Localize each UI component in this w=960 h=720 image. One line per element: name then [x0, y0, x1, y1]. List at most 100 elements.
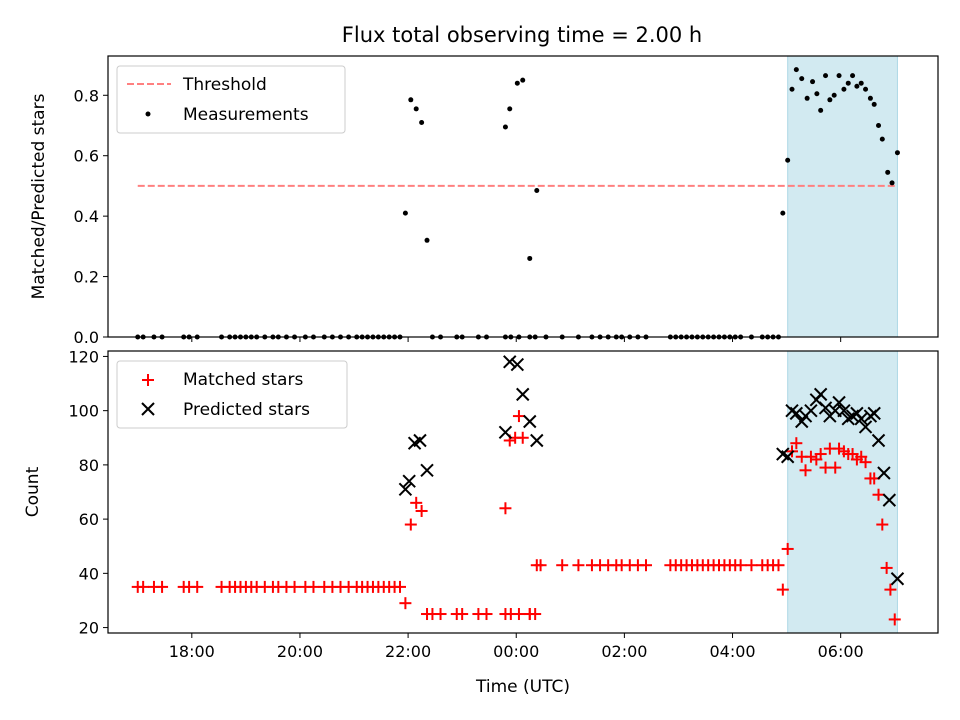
count-legend-box	[116, 360, 348, 429]
predicted-star-point	[420, 463, 434, 478]
matched-star-point	[288, 580, 301, 593]
matched-star-point	[888, 613, 901, 626]
legend-measurement-swatch	[145, 111, 151, 117]
x-tick-label: 18:00	[169, 642, 215, 661]
x-tick-label: 22:00	[385, 642, 431, 661]
y-tick-label: 120	[68, 347, 99, 366]
measurement-point	[424, 237, 430, 243]
matched-star-point	[137, 580, 150, 593]
measurement-point	[804, 95, 810, 101]
matched-star-point	[523, 608, 536, 621]
observing-window-span	[787, 350, 898, 634]
measurement-point	[850, 73, 856, 79]
matched-star-point	[790, 437, 803, 450]
measurement-point	[419, 119, 425, 125]
predicted-star-point	[854, 412, 868, 426]
matched-star-point	[745, 559, 758, 572]
measurement-point	[858, 80, 864, 86]
count-legend: Matched stars Predicted stars	[116, 360, 348, 429]
legend-predicted-label: Predicted stars	[183, 400, 310, 420]
matched-star-point	[556, 559, 569, 572]
measurement-point	[845, 80, 851, 86]
legend-measurements-label: Measurements	[183, 105, 309, 125]
predicted-star-point	[530, 433, 544, 448]
matched-star-point	[799, 464, 812, 477]
x-tick-label: 04:00	[709, 642, 755, 661]
matched-star-point	[781, 542, 794, 555]
measurement-point	[885, 169, 891, 175]
y-tick-label: 0.4	[74, 207, 99, 226]
measurement-point	[514, 80, 520, 86]
predicted-star-point	[837, 403, 851, 418]
measurement-point	[789, 86, 795, 92]
matched-star-point	[404, 518, 417, 531]
time-x-ticks: 18:00 20:00 22:00 00:00 02:00 04:00 06:00	[169, 633, 864, 661]
measurement-point	[867, 95, 873, 101]
x-tick-label: 00:00	[493, 642, 539, 661]
legend-matched-swatch	[142, 374, 154, 386]
figure-title: Flux total observing time = 2.00 h	[342, 23, 702, 47]
matched-star-point	[829, 461, 842, 474]
matched-star-point	[884, 583, 897, 596]
matched-star-point	[804, 450, 817, 463]
measurement-point	[507, 106, 513, 112]
y-tick-label: 0.0	[74, 328, 99, 347]
predicted-star-point	[402, 474, 416, 488]
measurement-point	[502, 124, 508, 130]
y-tick-label: 40	[79, 564, 99, 583]
measurement-point	[854, 83, 860, 89]
y-tick-label: 100	[68, 402, 99, 421]
measurement-point	[527, 255, 533, 261]
predicted-star-point	[871, 433, 886, 448]
legend-threshold-label: Threshold	[182, 75, 267, 95]
matched-star-point	[876, 518, 889, 531]
measurement-point	[780, 210, 786, 216]
ratio-axes-frame	[107, 55, 939, 338]
legend-predicted-swatch	[141, 402, 155, 416]
matched-star-point	[734, 559, 747, 572]
measurement-point	[520, 77, 526, 83]
predicted-star-point	[516, 387, 530, 402]
matched-star-point	[499, 502, 512, 515]
count-axes-frame	[107, 350, 939, 634]
matched-star-points	[131, 410, 901, 626]
measurement-point	[810, 79, 816, 85]
predicted-star-point	[523, 414, 537, 429]
measurement-point	[827, 97, 833, 103]
count-y-axis-label: Count	[23, 466, 43, 517]
predicted-star-point	[503, 355, 517, 369]
measurement-point	[534, 187, 540, 193]
y-tick-label: 0.6	[74, 147, 99, 166]
matched-star-point	[640, 559, 653, 572]
measurement-point	[836, 73, 842, 79]
matched-star-point	[512, 608, 525, 621]
measurement-point	[402, 210, 408, 216]
ratio-legend-box	[116, 65, 346, 134]
legend-matched-label: Matched stars	[183, 370, 303, 390]
ratio-panel: 0.00.20.40.60.8 Matched/Predicted stars …	[29, 55, 939, 347]
matched-star-point	[410, 496, 423, 509]
predicted-star-point	[877, 466, 891, 480]
time-x-axis-label: Time (UTC)	[475, 677, 570, 697]
predicted-star-point	[890, 572, 905, 586]
y-tick-label: 20	[79, 619, 99, 638]
predicted-star-point	[510, 357, 525, 372]
predicted-star-point	[832, 395, 846, 410]
measurement-point	[785, 157, 791, 163]
predicted-star-point	[804, 403, 818, 418]
matched-star-point	[307, 580, 320, 593]
matched-star-point	[880, 561, 893, 574]
matched-star-point	[456, 608, 469, 621]
predicted-star-point	[398, 482, 413, 496]
measurement-point	[799, 76, 805, 82]
matched-star-point	[393, 580, 406, 593]
matched-star-point	[772, 559, 785, 572]
matched-star-point	[415, 504, 428, 517]
predicted-star-point	[867, 406, 881, 421]
matched-star-point	[480, 608, 493, 621]
matched-star-point	[434, 608, 447, 621]
measurement-point	[814, 91, 820, 97]
predicted-star-points	[398, 355, 905, 586]
x-tick-label: 20:00	[277, 642, 323, 661]
